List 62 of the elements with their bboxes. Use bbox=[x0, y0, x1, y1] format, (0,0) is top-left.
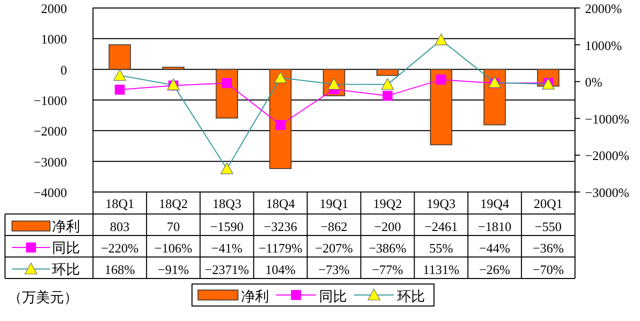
bar bbox=[376, 68, 399, 76]
bar bbox=[108, 44, 131, 70]
x-tick-label: 18Q4 bbox=[266, 196, 296, 211]
data-label: −3236 bbox=[264, 219, 298, 234]
data-label: 1131% bbox=[422, 262, 460, 277]
data-label: 803 bbox=[110, 219, 130, 234]
data-label: −207% bbox=[315, 240, 353, 256]
x-tick-label: 19Q1 bbox=[320, 196, 348, 211]
x-tick-label: 18Q2 bbox=[158, 196, 188, 211]
y-tick-label: 1000 bbox=[41, 32, 67, 47]
data-label: 70 bbox=[166, 219, 180, 234]
data-label: −2371% bbox=[204, 262, 250, 277]
data-label: −106% bbox=[154, 240, 192, 256]
y2-tick-label: 0% bbox=[585, 74, 602, 90]
data-label: −862 bbox=[320, 219, 348, 234]
legend: 净利 同比 环比 bbox=[192, 284, 434, 306]
bar bbox=[430, 68, 452, 146]
data-label: −44% bbox=[479, 240, 510, 256]
data-label: 55% bbox=[429, 240, 454, 256]
y2-tick-label: 2000% bbox=[585, 1, 622, 16]
point bbox=[114, 84, 125, 95]
x-tick-label: 18Q3 bbox=[212, 196, 242, 211]
legend-label: 环比 bbox=[52, 262, 80, 278]
y-tick-label: −3000 bbox=[34, 154, 67, 170]
data-label: −70% bbox=[532, 262, 564, 277]
data-label: 168% bbox=[104, 262, 136, 277]
y-tick-label: −4000 bbox=[34, 185, 67, 200]
data-label: −26% bbox=[479, 262, 510, 277]
x-tick-label: 19Q4 bbox=[480, 196, 510, 211]
point bbox=[222, 78, 232, 88]
x-tick-label: 20Q1 bbox=[534, 196, 563, 211]
data-label: 104% bbox=[265, 262, 296, 277]
data-label: −1810 bbox=[478, 219, 512, 234]
y2-tick-label: −2000% bbox=[585, 148, 630, 164]
y-tick-label: −2000 bbox=[34, 124, 67, 139]
data-label: −386% bbox=[368, 240, 407, 256]
data-label: −91% bbox=[158, 262, 190, 277]
data-label: −1590 bbox=[210, 219, 244, 234]
y-tick-label: −1000 bbox=[34, 93, 67, 108]
data-label: −1179% bbox=[258, 240, 302, 256]
y2-tick-label: 1000% bbox=[585, 38, 622, 53]
y2-tick-label: −3000% bbox=[585, 185, 630, 200]
data-label: −77% bbox=[372, 262, 404, 277]
x-tick-label: 19Q2 bbox=[373, 196, 402, 211]
point bbox=[436, 74, 446, 85]
data-label: −2461 bbox=[424, 219, 458, 234]
data-label: −200 bbox=[374, 219, 401, 234]
text: （万美元） bbox=[8, 290, 78, 306]
x-tick-label: 18Q1 bbox=[105, 196, 134, 211]
legend-label: 同比 bbox=[52, 240, 80, 256]
y-tick-label: 0 bbox=[60, 62, 67, 78]
data-label: −220% bbox=[100, 240, 139, 256]
y2-tick-label: −1000% bbox=[585, 111, 630, 126]
data-label: −41% bbox=[211, 240, 243, 256]
legend-label: 净利 bbox=[52, 219, 80, 235]
data-label: −36% bbox=[532, 240, 564, 256]
point bbox=[275, 120, 286, 130]
y-tick-label: 2000 bbox=[41, 1, 67, 16]
point bbox=[382, 90, 393, 101]
data-label: −550 bbox=[534, 219, 562, 234]
x-tick-label: 19Q3 bbox=[426, 196, 456, 211]
data-label: −73% bbox=[318, 262, 350, 277]
